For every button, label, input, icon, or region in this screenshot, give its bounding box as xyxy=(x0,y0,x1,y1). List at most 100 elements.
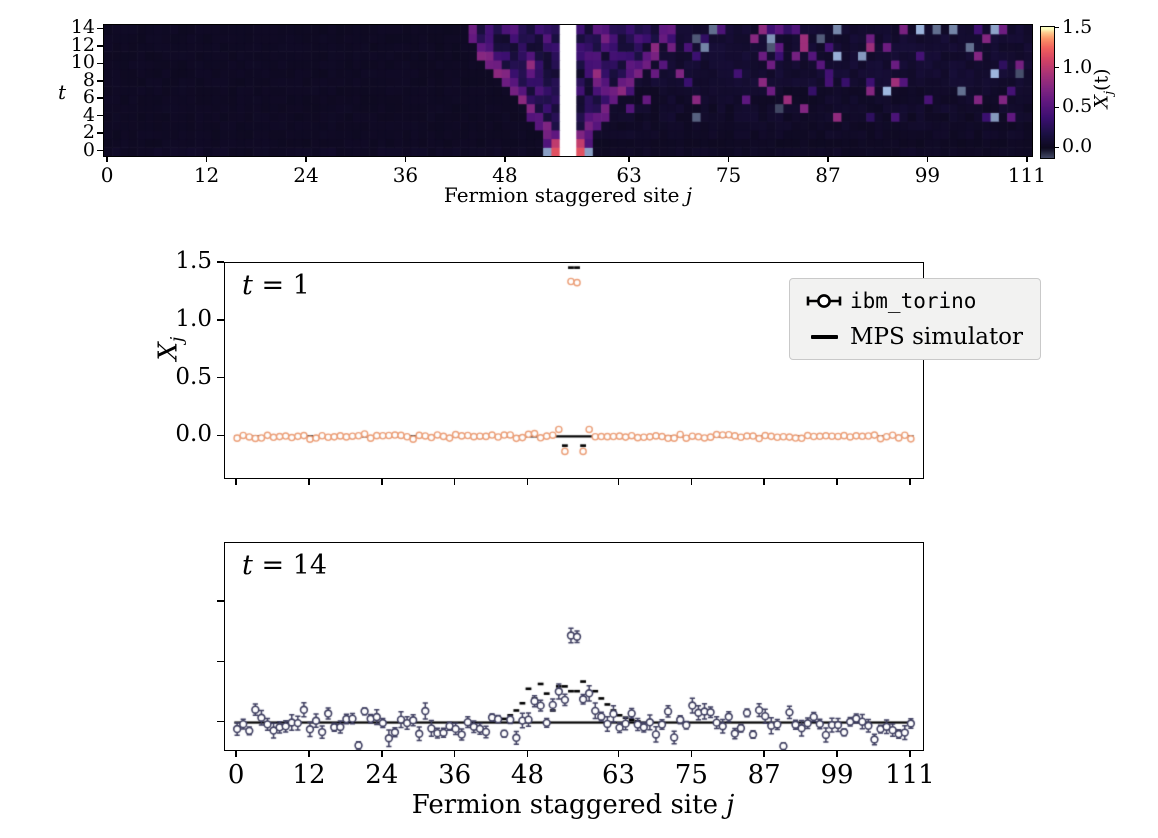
panel-t14-x-tickmark xyxy=(617,750,620,757)
heatmap-y-tick-label: 12 xyxy=(70,33,95,56)
legend: ibm_torino MPS simulator xyxy=(789,278,1041,360)
heatmap-x-tick-label: 75 xyxy=(715,163,742,187)
panel-t1-y-tick-label: 1.0 xyxy=(175,305,212,332)
heatmap-y-tickmark xyxy=(97,45,103,47)
colorbar-tickmark xyxy=(1054,106,1059,109)
heatmap-x-tick-label: 87 xyxy=(815,163,841,187)
panel-t1-x-tickmark xyxy=(453,478,456,485)
heatmap-x-tick-label: 0 xyxy=(100,163,114,187)
colorbar-tick-label: 1.0 xyxy=(1062,55,1093,78)
panel-t1-label-rest: = 1 xyxy=(252,270,310,301)
panel-t14-x-tick-label: 87 xyxy=(747,760,781,790)
panel-t14-x-tickmark xyxy=(453,750,456,757)
heatmap-xlabel-var: j xyxy=(685,183,693,207)
panel-t14-label-var: t xyxy=(242,550,253,581)
panel-t1-x-tickmark xyxy=(763,478,765,485)
panel-t14-x-tick-label: 36 xyxy=(438,760,472,790)
panel-t14-x-tick-label: 63 xyxy=(601,760,636,790)
legend-row-mps-simulator: MPS simulator xyxy=(798,319,1032,355)
heatmap-xlabel-text: Fermion staggered site xyxy=(443,183,686,207)
panel-t1-y-tickmark xyxy=(217,261,224,263)
panel-t14-x-tickmark xyxy=(308,750,310,757)
panel-t14-x-tick-label: 48 xyxy=(510,760,545,790)
panel-t14-x-tick-label: 99 xyxy=(820,760,854,790)
heatmap-x-tick-label: 63 xyxy=(616,163,642,187)
panel-t14-label-rest: = 14 xyxy=(252,550,328,581)
panel-t14-xlabel-var: j xyxy=(726,790,735,820)
heatmap-x-tick-label: 111 xyxy=(1007,163,1046,187)
panel-t1-ylabel-sub: j xyxy=(166,336,187,342)
heatmap-y-tickmark xyxy=(97,80,103,82)
legend-label-ibm-torino: ibm_torino xyxy=(850,289,977,313)
panel-t1-y-tick-label: 0.5 xyxy=(175,363,212,390)
panel-t1-x-tickmark xyxy=(308,478,310,485)
panel-t14-axes-frame xyxy=(224,542,924,751)
panel-t1-label-var: t xyxy=(242,270,253,301)
heatmap-x-tick-label: 36 xyxy=(392,163,419,187)
panel-t14-canvas xyxy=(225,543,923,750)
panel-t14-x-tickmark xyxy=(235,750,237,757)
heatmap-x-tickmark xyxy=(1026,156,1028,162)
heatmap-y-tick-label: 8 xyxy=(82,68,95,91)
panel-t14-y-tickmark xyxy=(217,720,224,723)
colorbar-tickmark xyxy=(1054,26,1059,29)
panel-t1-y-tick-label: 1.5 xyxy=(175,248,212,274)
heatmap-x-tickmark xyxy=(628,156,630,162)
panel-t14-x-tickmark xyxy=(763,750,765,757)
mps-dash-icon xyxy=(798,335,850,339)
panel-t14-x-tick-label: 24 xyxy=(365,760,399,790)
panel-t14-x-tickmark xyxy=(690,750,693,757)
heatmap-x-tickmark xyxy=(205,156,208,162)
heatmap-y-tick-label: 2 xyxy=(82,121,95,144)
panel-t14-y-tickmark xyxy=(217,660,224,663)
panel-t14-x-tick-label: 75 xyxy=(674,760,708,790)
panel-t14-x-tickmark xyxy=(909,750,911,757)
heatmap-y-tick-label: 10 xyxy=(70,51,95,74)
panel-t1-y-tickmark xyxy=(217,319,224,321)
heatmap-y-tick-label: 6 xyxy=(82,86,95,109)
panel-t1-x-tickmark xyxy=(381,478,383,485)
heatmap-y-tick-label: 4 xyxy=(82,103,95,126)
panel-t1-x-tickmark xyxy=(235,478,237,485)
heatmap-x-tickmark xyxy=(305,156,307,162)
colorbar-frame xyxy=(1040,26,1055,159)
colorbar-tickmark xyxy=(1054,146,1059,149)
panel-t14-xlabel: Fermion staggered site j xyxy=(373,790,773,820)
heatmap-y-tickmark xyxy=(97,97,103,99)
panel-t1-x-tickmark xyxy=(690,478,693,485)
heatmap-x-tickmark xyxy=(504,156,506,162)
heatmap-x-tickmark xyxy=(106,156,108,162)
panel-t1-x-tickmark xyxy=(836,478,838,485)
colorbar-tick-label: 0.0 xyxy=(1062,135,1093,158)
heatmap-x-tickmark xyxy=(404,156,407,162)
heatmap-canvas xyxy=(104,25,1032,156)
panel-t14-x-tick-label: 111 xyxy=(885,760,935,790)
heatmap-y-tickmark xyxy=(97,132,103,134)
heatmap-axes-frame xyxy=(103,24,1033,157)
heatmap-x-tick-label: 99 xyxy=(914,163,941,187)
colorbar-label-sub: j xyxy=(1101,90,1116,95)
legend-label-mps-simulator: MPS simulator xyxy=(850,324,1024,350)
errorbar-circle-icon xyxy=(798,292,850,310)
heatmap-y-tick-label: 14 xyxy=(70,16,95,39)
heatmap-y-tickmark xyxy=(97,149,103,152)
colorbar-tick-label: 0.5 xyxy=(1062,95,1093,118)
heatmap-x-tickmark xyxy=(827,156,829,162)
panel-t1-y-tickmark xyxy=(217,434,224,437)
heatmap-y-tickmark xyxy=(97,62,103,65)
panel-t14-x-tickmark xyxy=(526,750,529,757)
panel-t14-xlabel-text: Fermion staggered site xyxy=(411,790,727,820)
heatmap-x-tickmark xyxy=(926,156,929,162)
heatmap-y-tick-label: 0 xyxy=(82,138,95,161)
heatmap-x-tick-label: 12 xyxy=(193,163,220,187)
panel-t1-y-tick-label: 0.0 xyxy=(175,421,212,448)
panel-t1-x-tickmark xyxy=(617,478,620,485)
panel-t14-x-tick-label: 12 xyxy=(292,760,326,790)
panel-t1-label: t = 1 xyxy=(242,270,310,301)
legend-row-ibm-torino: ibm_torino xyxy=(798,283,1032,319)
panel-t14-x-tickmark xyxy=(836,750,838,757)
heatmap-xlabel: Fermion staggered site j xyxy=(368,183,768,207)
panel-t1-x-tickmark xyxy=(909,478,911,485)
heatmap-y-tickmark xyxy=(97,27,103,30)
